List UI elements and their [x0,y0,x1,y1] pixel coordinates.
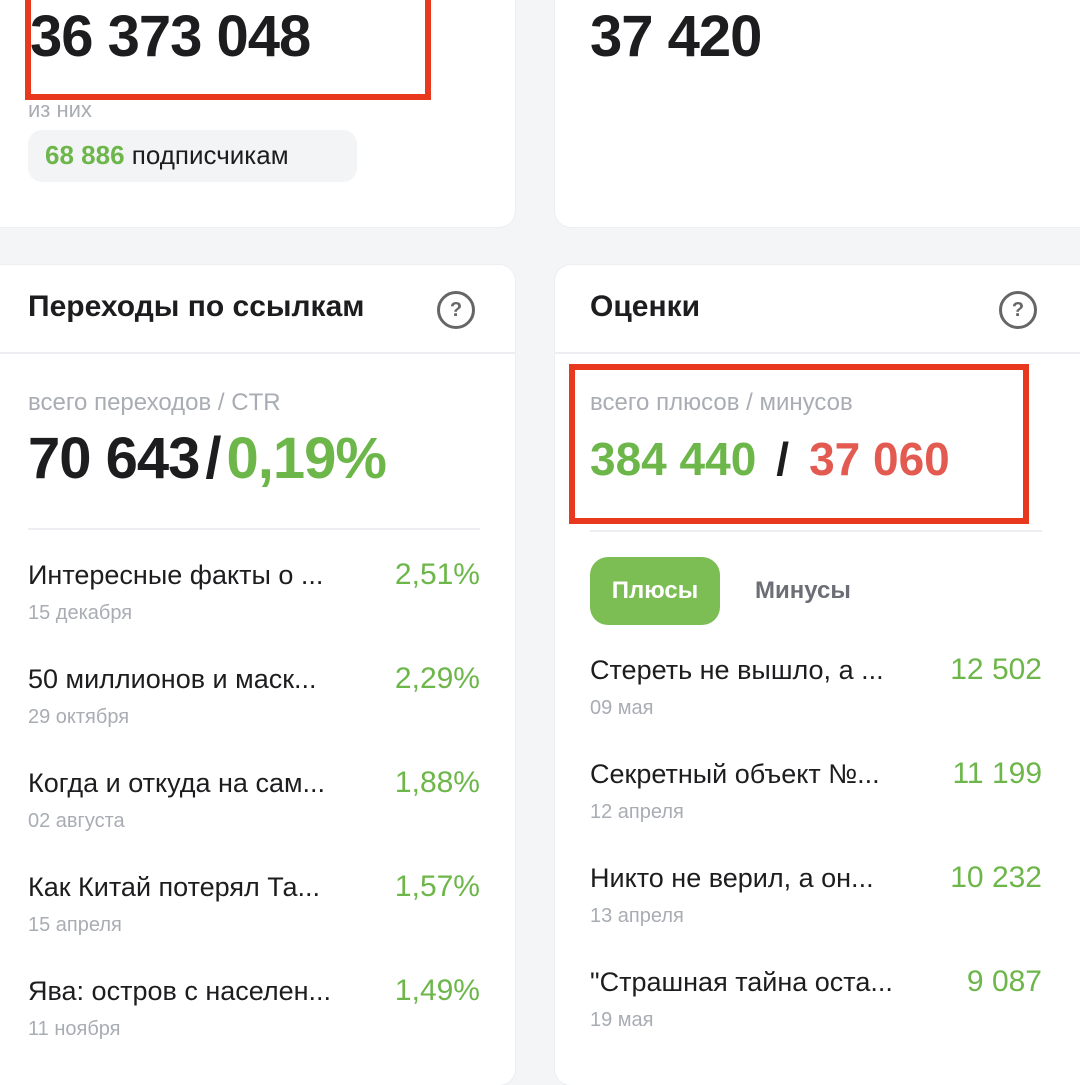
item-date: 29 октября [28,706,130,728]
item-date: 11 ноября [28,1018,121,1040]
item-value: 9 087 [966,965,1042,998]
divider [0,352,515,354]
help-icon[interactable]: ? [999,291,1037,329]
highlight-box [25,0,431,100]
item-value: 1,88% [394,766,480,799]
reach-card [555,0,1080,227]
sub-label: из них [28,97,92,122]
total: 70 643 [28,426,200,491]
item-date: 09 мая [590,697,654,719]
plus-total: 384 440 [590,433,757,485]
badge-label: подписчикам [131,140,289,170]
item-value: 12 502 [950,653,1042,686]
divider [28,528,480,530]
ctr: 0,19% [226,426,387,491]
separator: / [205,426,221,491]
divider [590,530,1042,532]
item-title[interactable]: 50 миллионов и маск... [28,664,317,694]
help-icon[interactable]: ? [437,291,475,329]
views-value: 36 373 048 [30,4,311,69]
item-title[interactable]: Никто не верил, а он... [590,863,874,893]
ratings-card [555,265,1080,1085]
item-title[interactable]: Когда и откуда на сам... [28,768,326,798]
card-title: Переходы по ссылкам [28,290,365,323]
item-value: 10 232 [950,861,1042,894]
item-date: 15 декабря [28,602,133,624]
separator: / [776,433,790,485]
card-title: Оценки [590,290,701,323]
summary: 70 643/0,19% [28,425,387,492]
item-value: 2,29% [394,662,480,695]
links-card [0,265,515,1085]
summary-label: всего плюсов / минусов [590,389,853,416]
badge [28,130,357,182]
badge-text: 68 886 подписчикам [45,140,289,171]
item-date: 19 мая [590,1009,654,1031]
badge-value: 68 886 [45,140,125,170]
item-value: 2,51% [394,558,480,591]
summary: 384 440 / 37 060 [590,432,950,486]
tab[interactable]: Минусы [755,577,851,604]
item-title[interactable]: Как Китай потерял Та... [28,872,321,902]
item-title[interactable]: Секретный объект №... [590,759,880,789]
divider [555,352,1080,354]
reach-value: 37 420 [590,4,762,69]
item-value: 1,49% [394,974,480,1007]
item-date: 13 апреля [590,905,684,927]
item-value: 11 199 [952,757,1042,790]
item-date: 02 августа [28,810,125,832]
tab-active[interactable]: Плюсы [590,557,720,625]
item-title[interactable]: Стереть не вышло, а ... [590,655,884,685]
summary-label: всего переходов / CTR [28,389,281,416]
item-date: 15 апреля [28,914,122,936]
item-title[interactable]: Ява: остров с населен... [28,976,332,1006]
item-date: 12 апреля [590,801,684,823]
highlight-box [569,364,1029,524]
item-value: 1,57% [394,870,480,903]
item-title[interactable]: Интересные факты о ... [28,560,324,590]
minus-total: 37 060 [809,433,950,485]
item-title[interactable]: "Страшная тайна оста... [590,967,893,997]
